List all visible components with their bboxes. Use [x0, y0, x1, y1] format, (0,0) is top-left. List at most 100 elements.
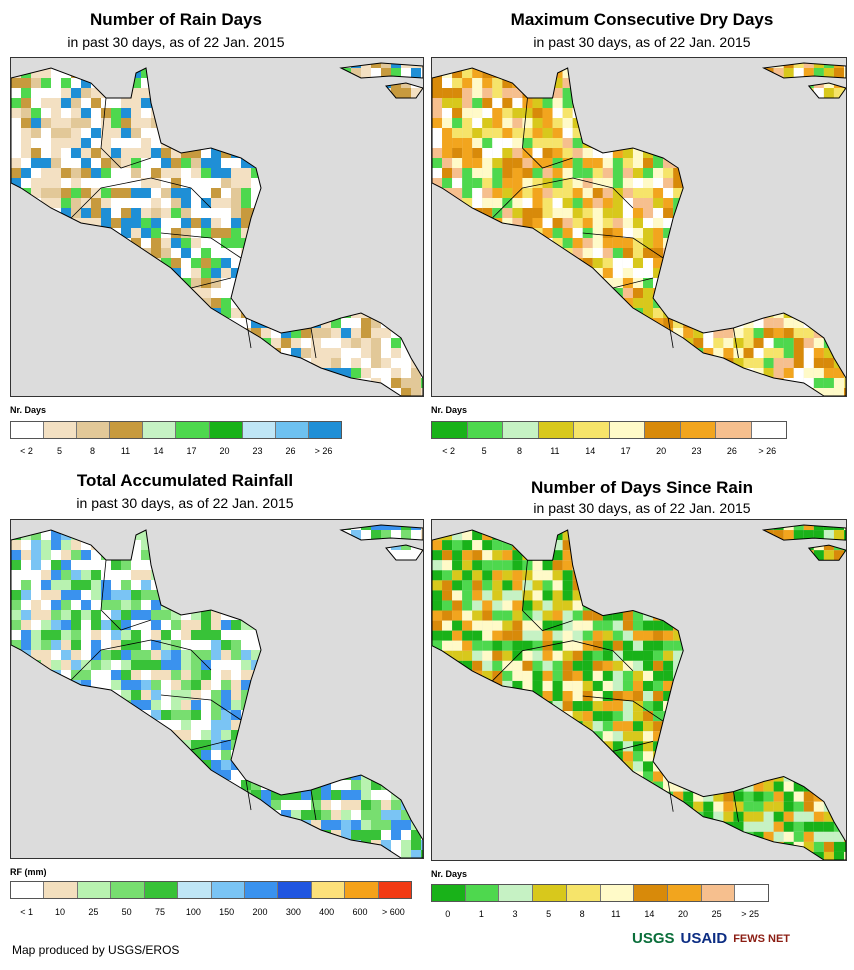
legend-label: 600	[352, 907, 368, 917]
legend-bar	[10, 421, 342, 439]
legend-swatch	[600, 885, 635, 901]
legend-swatch	[242, 422, 276, 438]
legend-swatch	[667, 885, 702, 901]
legend-label: > 25	[741, 909, 760, 919]
legend-label: 100	[185, 907, 201, 917]
legend-swatch	[11, 882, 45, 898]
legend-label: > 26	[314, 446, 333, 456]
legend-label: 8	[579, 909, 585, 919]
legend-swatch	[143, 422, 177, 438]
panel-title: Number of Rain Days	[90, 10, 262, 29]
legend-label: 11	[120, 446, 131, 456]
legend-label: 25	[88, 907, 99, 917]
panel-days-since-rain: Number of Days Since Rain in past 30 day…	[427, 465, 854, 930]
usaid-logo: USAID	[680, 930, 728, 947]
legend-label: 14	[153, 446, 164, 456]
panel-title: Number of Days Since Rain	[530, 478, 753, 497]
legend-label: 1	[478, 909, 484, 919]
legend-label: 3	[512, 909, 518, 919]
legend-title: Nr. Days	[431, 405, 468, 415]
legend-swatch	[634, 885, 668, 901]
legend-label: < 1	[20, 907, 34, 917]
legend-label: 25	[711, 909, 722, 919]
legend-swatch	[211, 882, 245, 898]
panel-title: Total Accumulated Rainfall	[76, 471, 294, 490]
legend-swatch	[538, 422, 574, 438]
legend-label: 400	[319, 907, 335, 917]
legend-label: 11	[611, 909, 621, 919]
map-rain-days	[10, 57, 424, 397]
legend-swatch	[311, 882, 346, 898]
legend-swatch	[44, 882, 78, 898]
legend-labels: < 1 10 25 50 75 100 150 200 300 400 600 > 600	[10, 907, 410, 919]
fewsnet-logo: FEWS NET	[733, 932, 791, 945]
legend-label: 11	[550, 446, 560, 456]
legend-swatch	[574, 422, 610, 438]
panel-dry-days: Maximum Consecutive Dry Days in past 30 …	[427, 0, 854, 465]
legend-label: 17	[186, 446, 197, 456]
legend-swatch	[716, 422, 752, 438]
legend-swatch	[432, 885, 466, 901]
legend-swatch	[609, 422, 645, 438]
panel-subtitle: in past 30 days, as of 22 Jan. 2015	[76, 495, 294, 511]
legend-label: 20	[656, 446, 667, 456]
legend-swatch	[178, 882, 212, 898]
legend-label: 23	[252, 446, 263, 456]
legend-label: 150	[219, 907, 235, 917]
legend-label: 8	[516, 446, 523, 456]
legend-swatch	[278, 882, 312, 898]
panel-rainfall: Total Accumulated Rainfall in past 30 da…	[0, 465, 427, 930]
logo-strip: USGS USAID FEWS NET	[632, 930, 790, 947]
legend-swatch	[533, 885, 567, 901]
legend-labels: 0 1 3 5 8 11 14 20 25 > 25	[431, 909, 767, 921]
legend-swatch	[645, 422, 681, 438]
legend-swatch	[275, 422, 309, 438]
legend-swatch	[110, 422, 144, 438]
legend-swatch	[735, 885, 769, 901]
legend-label: 23	[691, 446, 702, 456]
legend-labels: < 2 5 8 11 14 17 20 23 26 > 26	[431, 446, 785, 458]
legend-label: 14	[585, 446, 596, 456]
legend-label: 0	[445, 909, 451, 919]
legend-swatch	[467, 422, 503, 438]
legend-swatch	[144, 882, 179, 898]
legend-title: RF (mm)	[10, 867, 47, 877]
legend-label: 5	[546, 909, 552, 919]
legend-label: 5	[481, 446, 487, 456]
legend-label: 20	[677, 909, 689, 919]
legend-swatch	[499, 885, 534, 901]
legend-label: 10	[54, 907, 66, 917]
legend-swatch	[44, 422, 78, 438]
legend-label: < 2	[442, 446, 456, 456]
legend-label: 14	[644, 909, 655, 919]
legend-label: 200	[252, 907, 268, 917]
legend-bar	[431, 421, 787, 439]
legend-swatch	[11, 422, 45, 438]
legend-label: 300	[285, 907, 301, 917]
legend-label: < 2	[20, 446, 33, 456]
legend-label: 75	[154, 907, 166, 917]
map-days-since-rain	[431, 519, 847, 861]
legend-bar	[431, 884, 769, 902]
legend-bar	[10, 881, 412, 899]
legend-label: 20	[219, 446, 230, 456]
legend-label: 26	[726, 446, 737, 456]
map-dry-days	[431, 57, 847, 397]
legend-swatch	[465, 885, 500, 901]
legend-swatch	[308, 422, 341, 438]
legend-swatch	[751, 422, 786, 438]
legend-swatch	[701, 885, 736, 901]
legend-swatch	[77, 422, 111, 438]
legend-swatch	[566, 885, 601, 901]
legend-swatch	[378, 882, 412, 898]
legend-swatch	[244, 882, 279, 898]
legend-swatch	[345, 882, 379, 898]
legend-label: 17	[620, 446, 631, 456]
legend-swatch	[209, 422, 243, 438]
legend-title: Nr. Days	[431, 869, 468, 879]
legend-swatch	[77, 882, 112, 898]
panel-subtitle: in past 30 days, as of 22 Jan. 2015	[67, 34, 285, 50]
panel-rain-days: Number of Rain Days in past 30 days, as …	[0, 0, 427, 465]
legend-label: 26	[285, 446, 296, 456]
panel-subtitle: in past 30 days, as of 22 Jan. 2015	[533, 34, 751, 50]
